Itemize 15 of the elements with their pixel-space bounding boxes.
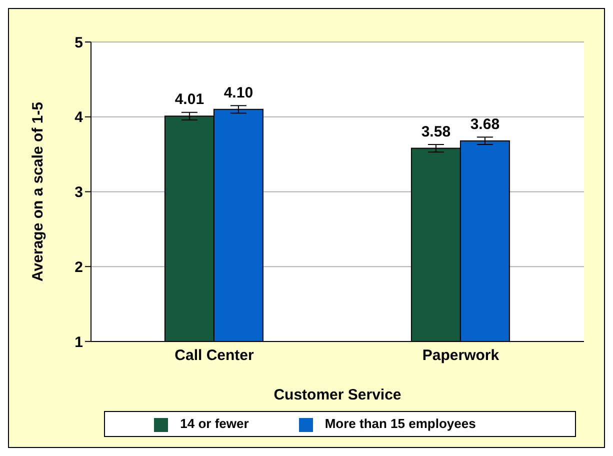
x-tick-label: Call Center bbox=[174, 347, 254, 364]
legend-label: More than 15 employees bbox=[324, 416, 476, 432]
y-tick-label: 4 bbox=[74, 109, 84, 126]
y-axis-title: Average on a scale of 1-5 bbox=[29, 102, 46, 282]
x-axis-title: Customer Service bbox=[274, 386, 402, 404]
legend-label: 14 or fewer bbox=[180, 416, 249, 432]
x-tick-label: Paperwork bbox=[422, 347, 500, 364]
y-tick-label: 3 bbox=[74, 184, 83, 202]
y-tick-label: 5 bbox=[74, 34, 83, 52]
data-label: 3.68 bbox=[470, 116, 500, 133]
y-tick-label: 1 bbox=[74, 334, 83, 351]
data-label: 4.10 bbox=[224, 84, 254, 102]
data-label: 4.01 bbox=[174, 91, 204, 108]
data-label: 3.58 bbox=[421, 123, 451, 140]
y-tick-label: 2 bbox=[74, 258, 83, 276]
